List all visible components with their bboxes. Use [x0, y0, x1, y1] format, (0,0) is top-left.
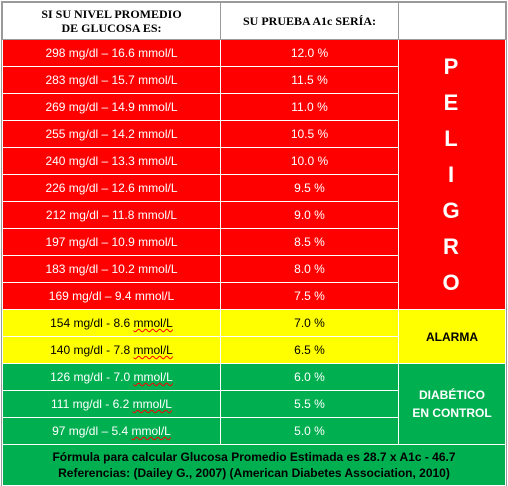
a1c-cell: 8.5 %: [220, 228, 399, 256]
danger-letter: L: [444, 125, 460, 151]
a1c-cell: 6.0 %: [220, 363, 399, 391]
danger-letter: R: [443, 233, 461, 259]
glucose-cell: 154 mg/dl - 8.6 mmol/L: [2, 309, 221, 337]
table-row: 226 mg/dl – 12.6 mmol/L 9.5 %: [2, 174, 506, 202]
alarm-zone-label: ALARMA: [398, 309, 506, 364]
glucose-cell: 197 mg/dl – 10.9 mmol/L: [2, 228, 221, 256]
header-zone: [398, 2, 506, 40]
header-glucose: SI SU NIVEL PROMEDIO DE GLUCOSA ES:: [2, 2, 221, 40]
glucose-value: 140 mg/dl - 7.8: [50, 343, 134, 357]
glucose-unit: mmol/L: [132, 397, 172, 411]
danger-letter: P: [443, 53, 461, 79]
formula-text: Fórmula para calcular Glucosa Promedio E…: [52, 450, 456, 464]
footer-cell: Fórmula para calcular Glucosa Promedio E…: [2, 444, 506, 486]
table-row: 154 mg/dl - 8.6 mmol/L 7.0 % ALARMA: [2, 309, 506, 364]
a1c-cell: 6.5 %: [220, 336, 399, 364]
a1c-cell: 5.0 %: [220, 417, 399, 445]
footer-row: Fórmula para calcular Glucosa Promedio E…: [2, 444, 506, 486]
danger-letter: I: [447, 161, 457, 187]
header-glucose-line1: SI SU NIVEL PROMEDIO: [41, 7, 182, 21]
glucose-cell: 140 mg/dl - 7.8 mmol/L: [2, 336, 221, 364]
a1c-cell: 5.5 %: [220, 390, 399, 418]
a1c-cell: 11.0 %: [220, 93, 399, 121]
glucose-value: 126 mg/dl - 7.0: [50, 370, 134, 384]
glucose-value: 97 mg/dl – 5.4: [52, 424, 132, 438]
glucose-cell: 240 mg/dl – 13.3 mmol/L: [2, 147, 221, 175]
glucose-cell: 97 mg/dl – 5.4 mmol/L: [2, 417, 221, 445]
glucose-unit: mmol/L: [133, 316, 173, 330]
glucose-cell: 126 mg/dl - 7.0 mmol/L: [2, 363, 221, 391]
a1c-cell: 9.0 %: [220, 201, 399, 229]
danger-zone-label: P E L I G R O: [398, 39, 506, 310]
a1c-cell: 9.5 %: [220, 174, 399, 202]
control-zone-label: DIABÉTICO EN CONTROL: [398, 363, 506, 445]
table-header-row: SI SU NIVEL PROMEDIO DE GLUCOSA ES: SU P…: [2, 2, 506, 40]
glucose-cell: 255 mg/dl – 14.2 mmol/L: [2, 120, 221, 148]
glucose-cell: 269 mg/dl – 14.9 mmol/L: [2, 93, 221, 121]
glucose-cell: 212 mg/dl – 11.8 mmol/L: [2, 201, 221, 229]
glucose-cell: 169 mg/dl – 9.4 mmol/L: [2, 282, 221, 310]
control-label-line2: EN CONTROL: [412, 406, 492, 420]
glucose-value: 111 mg/dl - 6.2: [51, 397, 133, 411]
header-a1c: SU PRUEBA A1c SERÍA:: [220, 2, 399, 40]
a1c-cell: 10.0 %: [220, 147, 399, 175]
a1c-cell: 10.5 %: [220, 120, 399, 148]
danger-letter: E: [443, 89, 461, 115]
glucose-unit: mmol/L: [133, 370, 173, 384]
a1c-cell: 11.5 %: [220, 66, 399, 94]
a1c-cell: 12.0 %: [220, 39, 399, 67]
a1c-cell: 8.0 %: [220, 255, 399, 283]
control-label-line1: DIABÉTICO: [419, 388, 485, 402]
a1c-cell: 7.0 %: [220, 309, 399, 337]
danger-letter: G: [442, 197, 462, 223]
table-row: 298 mg/dl – 16.6 mmol/L 12.0 % P E L I G…: [2, 39, 506, 310]
glucose-unit: mmol/L: [131, 424, 171, 438]
glucose-cell: 183 mg/dl – 10.2 mmol/L: [2, 255, 221, 283]
a1c-cell: 7.5 %: [220, 282, 399, 310]
glucose-cell: 298 mg/dl – 16.6 mmol/L: [2, 39, 221, 67]
danger-letter: O: [442, 269, 462, 295]
references-text: Referencias: (Dailey G., 2007) (American…: [58, 466, 450, 480]
glucose-cell: 283 mg/dl – 15.7 mmol/L: [2, 66, 221, 94]
header-glucose-line2: DE GLUCOSA ES:: [61, 21, 162, 35]
table-row: 126 mg/dl - 7.0 mmol/L 6.0 % DIABÉTICO E…: [2, 363, 506, 445]
glucose-value: 154 mg/dl - 8.6: [50, 316, 134, 330]
glucose-cell: 226 mg/dl – 12.6 mmol/L: [2, 174, 221, 202]
glucose-unit: mmol/L: [133, 343, 173, 357]
glucose-cell: 111 mg/dl - 6.2 mmol/L: [2, 390, 221, 418]
